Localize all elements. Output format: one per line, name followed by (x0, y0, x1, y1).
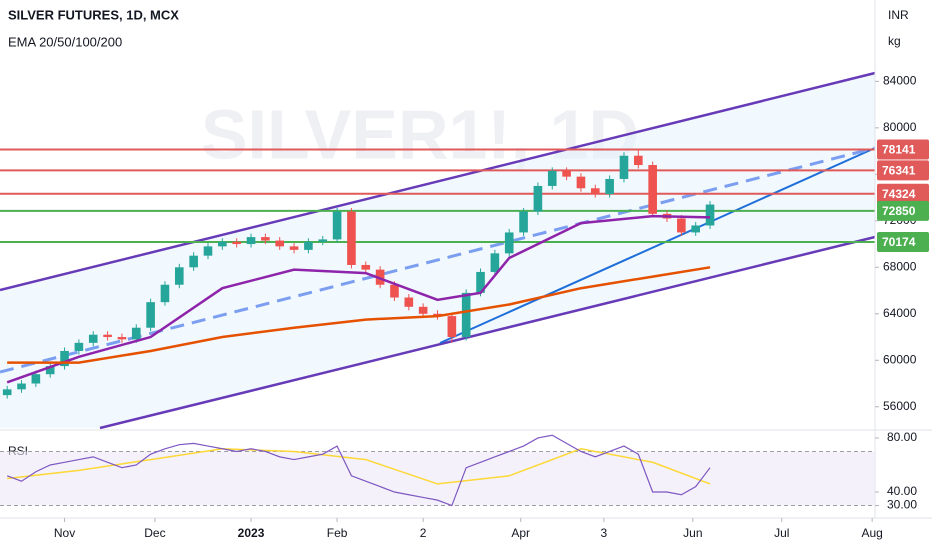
candle-body (60, 350, 69, 367)
x-tick-label: Jul (774, 526, 789, 540)
candle-body (203, 246, 213, 256)
candle-body (175, 267, 184, 285)
candle-body (605, 178, 614, 195)
candle-body (218, 241, 227, 247)
currency: INR (888, 8, 909, 22)
candle-body (447, 316, 457, 338)
level-tag-label: 78141 (882, 143, 916, 157)
subtitle: EMA 20/50/100/200 (8, 34, 122, 49)
level-tag-label: 72850 (882, 204, 916, 218)
candle-body (576, 176, 586, 189)
candle-body (634, 155, 643, 166)
rsi-line (6, 434, 711, 507)
level-tag-label: 74324 (882, 187, 916, 201)
x-tick-label: 2 (420, 526, 427, 540)
candle-body (461, 292, 471, 338)
candle-body (2, 389, 12, 396)
candle-body (146, 302, 155, 328)
candle-body (160, 284, 170, 303)
rsi-band (0, 451, 875, 506)
x-tick-label: Feb (327, 526, 348, 540)
y-tick-label: 56000 (883, 399, 917, 413)
title: SILVER FUTURES, 1D, MCX (8, 7, 179, 22)
candle-body (45, 366, 55, 375)
x-tick-label: Apr (511, 526, 530, 540)
candle-body (418, 306, 428, 314)
x-tick-label: 3 (601, 526, 608, 540)
x-tick-label: 2023 (238, 526, 265, 540)
candle-body (88, 334, 98, 343)
level-tag-label: 76341 (882, 164, 916, 178)
y-tick-label: 84000 (883, 74, 917, 88)
candle-body (347, 211, 356, 265)
trend-line (439, 147, 876, 344)
candle-body (590, 188, 600, 195)
candle-body (117, 337, 127, 340)
candle-body (648, 165, 657, 214)
unit: kg (888, 34, 901, 48)
x-tick-label: Jun (683, 526, 702, 540)
candle-body (361, 264, 371, 270)
rsi-tick-label: 80.00 (887, 430, 917, 444)
candle-body (74, 342, 84, 351)
y-tick-label: 64000 (883, 306, 917, 320)
x-tick-label: Aug (861, 526, 882, 540)
level-tag (877, 232, 929, 253)
candle-body (476, 271, 485, 293)
channel-fill (0, 73, 875, 428)
candle-body (404, 297, 414, 307)
rsi-tick-label: 40.00 (887, 484, 917, 498)
candle-body (519, 211, 528, 233)
level-tag (877, 183, 929, 204)
candle-body (504, 232, 514, 254)
candle-body (189, 255, 198, 268)
candle-body (31, 374, 41, 384)
y-tick-label: 68000 (883, 259, 917, 273)
candle-body (289, 246, 299, 250)
channel-lower (99, 235, 876, 430)
level-tag-label: 70174 (882, 235, 916, 249)
candle-body (562, 170, 571, 177)
candle-body (232, 241, 241, 245)
candle-body (390, 284, 399, 298)
candle-body (533, 185, 543, 212)
candle-body (246, 237, 256, 245)
rsi-tick-label: 30.00 (887, 498, 917, 512)
candle-body (261, 237, 270, 241)
level-tag (877, 139, 929, 160)
candle-body (691, 225, 700, 233)
ema-line (6, 214, 711, 384)
channel-upper (0, 71, 876, 292)
x-tick-label: Dec (144, 526, 165, 540)
candle-body (304, 241, 313, 250)
mid-line (0, 146, 876, 374)
y-tick-label: 80000 (883, 120, 917, 134)
candle-body (17, 383, 26, 390)
ema-line (7, 266, 711, 364)
candle-body (619, 155, 629, 179)
candle-body (677, 218, 686, 233)
candle-body (275, 240, 285, 247)
candle-body (318, 239, 328, 242)
candle-body (490, 253, 500, 272)
x-tick-label: Nov (54, 526, 75, 540)
y-tick-label: 60000 (883, 352, 917, 366)
candle-body (705, 204, 715, 226)
candle-body (131, 327, 141, 340)
candle-body (103, 334, 112, 338)
candle-body (332, 211, 342, 240)
level-tag (877, 160, 929, 181)
candle-body (547, 170, 557, 186)
level-tag (877, 200, 929, 221)
